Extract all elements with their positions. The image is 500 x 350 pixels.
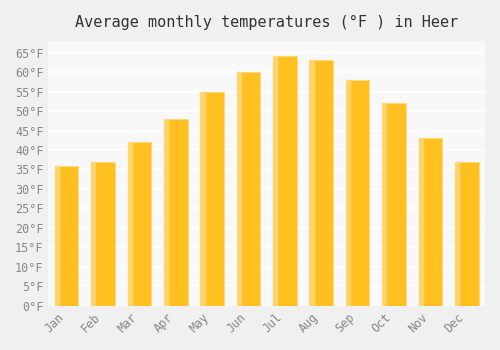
Bar [455, 162, 478, 306]
Bar [128, 142, 151, 306]
Bar [273, 56, 296, 306]
Bar [200, 92, 204, 306]
Bar [164, 119, 188, 306]
Bar [273, 56, 278, 306]
Title: Average monthly temperatures (°F ) in Heer: Average monthly temperatures (°F ) in He… [75, 15, 458, 30]
Bar [91, 162, 96, 306]
Bar [346, 80, 350, 306]
Bar [54, 166, 78, 306]
Bar [91, 162, 115, 306]
Bar [382, 103, 386, 306]
Bar [418, 138, 423, 306]
Bar [346, 80, 370, 306]
Bar [455, 162, 459, 306]
Bar [310, 61, 333, 306]
Bar [54, 166, 59, 306]
Bar [200, 92, 224, 306]
Bar [128, 142, 132, 306]
Bar [236, 72, 241, 306]
Bar [382, 103, 406, 306]
Bar [164, 119, 168, 306]
Bar [418, 138, 442, 306]
Bar [310, 61, 314, 306]
Bar [236, 72, 260, 306]
